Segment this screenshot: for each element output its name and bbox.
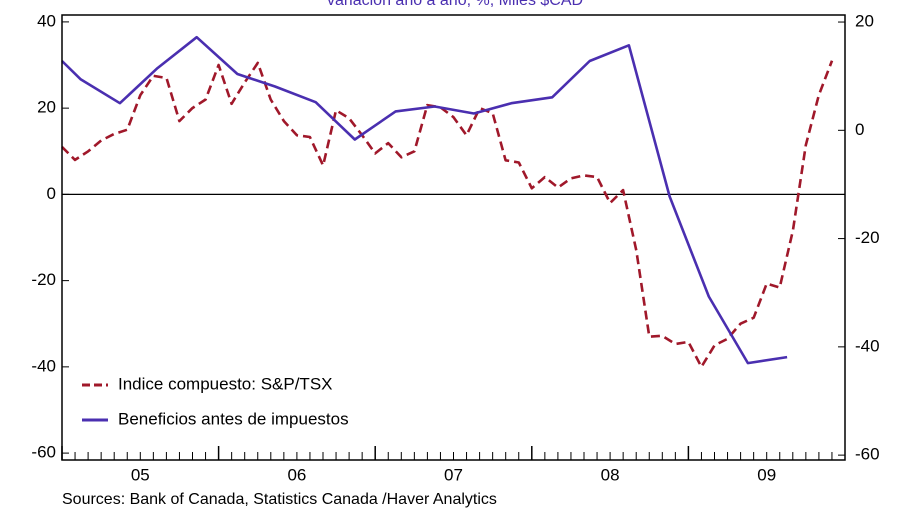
- plot-frame: [61, 14, 846, 461]
- series-line: [61, 60, 834, 369]
- y-tick-label: -40: [31, 356, 56, 375]
- y-tick-label: 20: [37, 98, 56, 117]
- series-line: [61, 35, 788, 365]
- y2-tick-label: 0: [855, 120, 864, 139]
- x-tick-label: 07: [444, 465, 463, 484]
- y-tick-label: 0: [47, 184, 56, 203]
- x-tick-label: 09: [757, 465, 776, 484]
- x-tick-label: 05: [131, 465, 150, 484]
- legend-label: Beneficios antes de impuestos: [118, 409, 349, 428]
- chart-title: variación año a año, %, Miles $CAD: [327, 0, 583, 9]
- source-note: Sources: Bank of Canada, Statistics Cana…: [62, 491, 497, 508]
- x-tick-label: 08: [601, 465, 620, 484]
- legend-label: Indice compuesto: S&P/TSX: [118, 374, 333, 393]
- y2-tick-label: -20: [855, 228, 880, 247]
- y2-tick-label: 20: [855, 12, 874, 31]
- y-tick-label: -20: [31, 270, 56, 289]
- x-tick-label: 06: [287, 465, 306, 484]
- y2-tick-label: -40: [855, 336, 880, 355]
- y-tick-label: -60: [31, 443, 56, 462]
- y-tick-label: 40: [37, 11, 56, 30]
- y2-tick-label: -60: [855, 445, 880, 464]
